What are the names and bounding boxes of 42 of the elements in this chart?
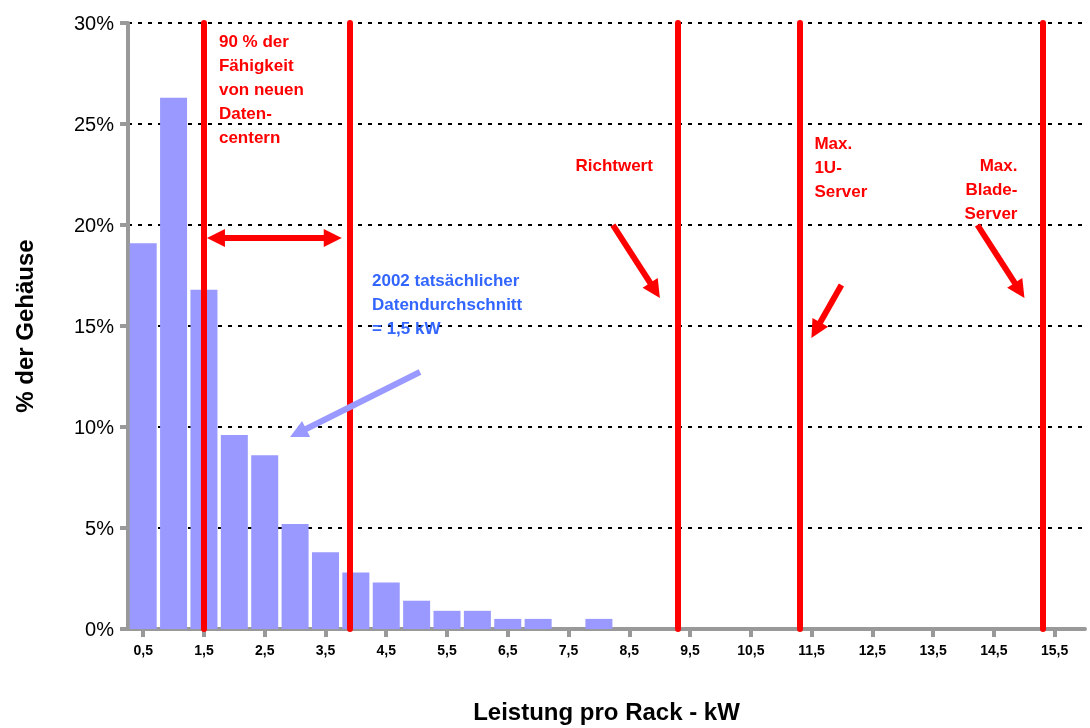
x-tick-label: 5,5 [437,642,457,658]
x-tick-label: 9,5 [680,642,700,658]
ref-line-label: Richtwert [575,155,654,175]
x-tick-label: 0,5 [133,642,154,658]
bar [220,435,248,629]
bar [281,523,309,629]
annotation: 90 % der Fähigkeit von neuen Daten- centern [218,31,304,147]
ref-line-label: Max. 1U- Server [814,133,868,201]
x-tick-label: 8,5 [619,642,640,658]
x-tick-label: 7,5 [558,642,579,658]
x-tick-label: 10,5 [737,642,765,658]
bar [403,600,431,629]
y-tick-label: 10% [73,416,115,438]
y-tick-label: 20% [73,214,115,236]
x-tick-label: 1,5 [194,642,214,658]
annotation: 2002 tatsächlicher Datendurchschnitt = 1,5 kW [372,270,523,338]
x-tick-label: 3,5 [315,642,336,658]
x-tick-label: 13,5 [919,642,947,658]
bar [585,618,613,629]
bar [494,618,522,629]
y-tick-label: 0% [85,618,115,640]
x-tick-label: 4,5 [376,642,397,658]
y-tick-label: 30% [73,12,115,34]
x-tick-label: 6,5 [498,642,518,658]
bar [463,610,491,629]
y-axis-title: % der Gehäuse [10,239,38,413]
y-tick-label: 25% [73,113,115,135]
x-tick-label: 14,5 [980,642,1008,658]
x-tick-label: 15,5 [1040,642,1069,658]
y-tick-label: 15% [73,315,115,337]
x-tick-label: 11,5 [798,642,826,658]
y-tick-label: 5% [85,517,115,539]
bar [372,582,400,629]
bar [524,618,552,629]
bar [311,552,339,629]
ref-line-label: Max. Blade- Server [964,155,1018,223]
bar [251,455,279,629]
x-tick-label: 12,5 [858,642,887,658]
bar [433,610,461,629]
bar [160,97,188,629]
x-axis-title: Leistung pro Rack - kW [473,697,741,725]
x-tick-label: 2,5 [254,642,275,658]
